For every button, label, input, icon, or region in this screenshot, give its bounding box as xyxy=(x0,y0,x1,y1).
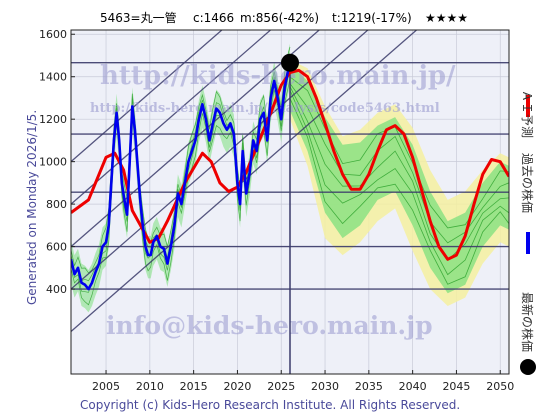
x-tick-label-2010: 2010 xyxy=(136,380,164,393)
legend-latest-price-swatch xyxy=(520,359,536,375)
header-code-name: 5463=丸一管 xyxy=(100,10,177,25)
x-tick-label-2040: 2040 xyxy=(399,380,427,393)
y-tick-label-1000: 1000 xyxy=(39,156,67,169)
x-tick-label-2005: 2005 xyxy=(92,380,120,393)
price-series xyxy=(71,53,509,374)
plot-frame xyxy=(70,29,510,375)
trend-line-3 xyxy=(71,30,272,205)
green-contour-4 xyxy=(289,83,509,244)
y-tick-label-1600: 1600 xyxy=(39,28,67,41)
generated-date: Generated on Monday 2026/1/5. xyxy=(25,110,39,305)
x-tick-label-2030: 2030 xyxy=(311,380,339,393)
y-tick-label-400: 400 xyxy=(46,283,67,296)
x-tick-label-2015: 2015 xyxy=(180,380,208,393)
legend-latest-price-label: 最新の株価 xyxy=(520,292,535,352)
past-price-line xyxy=(71,62,292,291)
y-tick-label-1200: 1200 xyxy=(39,113,67,126)
y-tick-label-1400: 1400 xyxy=(39,71,67,84)
legend: ＡＩ予測 過去の株価 最新の株価 xyxy=(520,90,536,375)
trend-line-4 xyxy=(71,30,223,163)
x-tick-label-2050: 2050 xyxy=(486,380,514,393)
green-contour-2 xyxy=(289,90,509,276)
header-current: c:1466 xyxy=(193,11,234,25)
y-tick-label-800: 800 xyxy=(46,198,67,211)
green-band-0 xyxy=(290,64,509,294)
x-tick-label-2035: 2035 xyxy=(355,380,383,393)
y-tick-label-600: 600 xyxy=(46,241,67,254)
green-contour-3 xyxy=(289,86,509,261)
x-tick-label-2020: 2020 xyxy=(223,380,251,393)
legend-ai-forecast-label: ＡＩ予測 xyxy=(520,90,534,138)
ai-forecast-line xyxy=(71,68,509,261)
header-min: m:856(-42%) xyxy=(240,11,319,25)
x-tick-label-2025: 2025 xyxy=(267,380,295,393)
watermark-url: http://kids-hero.main.jp/ xyxy=(100,61,456,91)
green-contour-1 xyxy=(289,98,509,285)
header-stars: ★★★★ xyxy=(425,11,468,25)
y-axis-ticks: 400 600 800 1000 1200 1400 1600 xyxy=(39,28,75,296)
watermark-url-small: http://kids-hero.main.jp/analysis/code54… xyxy=(90,101,440,116)
copyright: Copyright (c) Kids-Hero Research Institu… xyxy=(80,398,460,412)
header-target: t:1219(-17%) xyxy=(332,11,412,25)
legend-past-price-label: 過去の株価 xyxy=(520,153,535,213)
latest-price-marker xyxy=(281,53,299,72)
x-tick-label-2045: 2045 xyxy=(442,380,470,393)
watermark-email: info@kids-hero.main.jp xyxy=(106,311,433,340)
x-axis-ticks: 2005 2010 2015 2020 2025 2030 2035 2040 2045 2050 xyxy=(92,370,514,393)
